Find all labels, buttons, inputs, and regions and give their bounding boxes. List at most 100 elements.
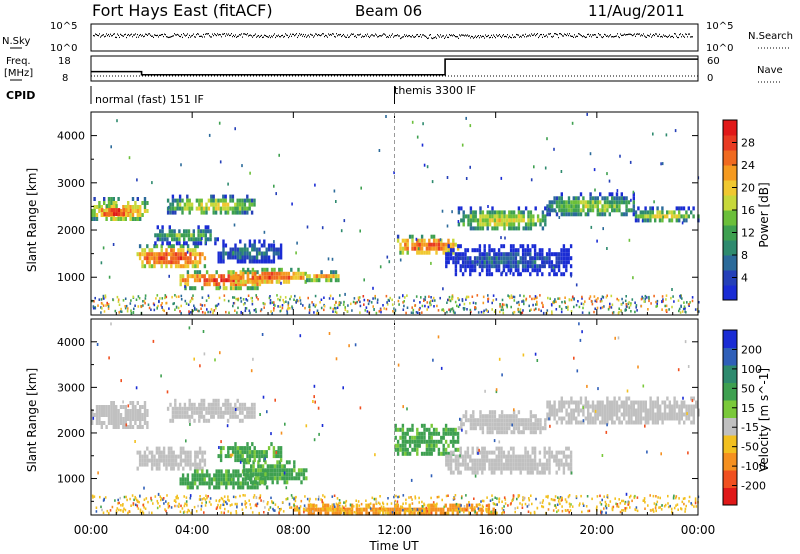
heatmap-cell bbox=[478, 260, 482, 265]
noise-point bbox=[276, 35, 277, 37]
heatmap-cell bbox=[207, 229, 210, 234]
heatmap-cell bbox=[509, 248, 513, 253]
heatmap-cell bbox=[136, 205, 139, 209]
noise-point bbox=[561, 33, 562, 36]
heatmap-cell bbox=[473, 507, 476, 512]
heatmap-cell bbox=[548, 204, 551, 209]
heatmap-cell bbox=[258, 279, 262, 284]
heatmap-cell bbox=[156, 306, 158, 310]
heatmap-cell bbox=[100, 409, 103, 413]
heatmap-cell bbox=[478, 256, 482, 261]
heatmap-cell bbox=[200, 402, 203, 407]
heatmap-cell bbox=[457, 297, 459, 300]
heatmap-cell bbox=[229, 286, 233, 291]
heatmap-cell bbox=[253, 243, 256, 248]
heatmap-cell bbox=[190, 206, 194, 211]
heatmap-cell bbox=[529, 252, 532, 257]
heatmap-cell bbox=[495, 268, 498, 273]
heatmap-cell bbox=[297, 472, 301, 477]
heatmap-cell bbox=[447, 454, 450, 459]
heatmap-cell bbox=[220, 469, 223, 474]
heatmap-cell bbox=[194, 248, 197, 253]
heatmap-cell bbox=[122, 217, 125, 221]
heatmap-cell bbox=[481, 504, 484, 507]
noise-point bbox=[175, 34, 176, 36]
noise-point bbox=[303, 33, 304, 36]
heatmap-cell bbox=[633, 496, 636, 500]
heatmap-cell bbox=[632, 196, 635, 201]
heatmap-cell bbox=[131, 401, 135, 405]
heatmap-cell bbox=[245, 307, 248, 310]
heatmap-cell bbox=[548, 412, 551, 417]
noise-point bbox=[356, 36, 357, 39]
heatmap-cell bbox=[488, 210, 492, 215]
heatmap-cell bbox=[227, 278, 230, 283]
heatmap-cell bbox=[167, 458, 171, 463]
heatmap-cell bbox=[244, 282, 247, 287]
heatmap-cell bbox=[589, 192, 592, 197]
heatmap-cell bbox=[239, 282, 242, 287]
heatmap-cell bbox=[478, 244, 482, 249]
heatmap-cell bbox=[428, 242, 431, 247]
heatmap-cell bbox=[162, 260, 166, 265]
heatmap-cell bbox=[188, 406, 191, 411]
noise-point bbox=[541, 33, 542, 36]
noise-point bbox=[371, 34, 372, 36]
heatmap-cell bbox=[241, 198, 244, 203]
heatmap-cell bbox=[512, 458, 515, 463]
heatmap-cell bbox=[148, 458, 151, 463]
heatmap-cell bbox=[452, 470, 455, 475]
heatmap-cell bbox=[526, 470, 530, 475]
heatmap-cell bbox=[119, 417, 123, 421]
heatmap-cell bbox=[577, 420, 580, 425]
noise-point bbox=[194, 36, 195, 38]
heatmap-cell bbox=[472, 214, 475, 219]
heatmap-cell bbox=[172, 450, 175, 455]
heatmap-cell bbox=[236, 210, 239, 215]
heatmap-cell bbox=[565, 400, 568, 405]
nave-tick-bottom: 0 bbox=[707, 73, 713, 84]
heatmap-cell bbox=[312, 510, 314, 513]
heatmap-cell bbox=[625, 305, 628, 308]
heatmap-cell bbox=[526, 268, 530, 273]
noise-point bbox=[235, 34, 236, 36]
heatmap-cell bbox=[582, 306, 584, 310]
heatmap-cell bbox=[248, 309, 251, 312]
heatmap-cell bbox=[464, 264, 467, 269]
heatmap-cell bbox=[451, 210, 453, 214]
heatmap-cell bbox=[572, 208, 575, 213]
noise-point bbox=[132, 36, 133, 38]
heatmap-cell bbox=[296, 241, 298, 245]
heatmap-cell bbox=[203, 278, 206, 283]
heatmap-cell bbox=[469, 414, 473, 419]
heatmap-cell bbox=[635, 408, 638, 413]
noise-point bbox=[246, 34, 247, 36]
heatmap-cell bbox=[360, 186, 362, 190]
heatmap-cell bbox=[240, 300, 243, 303]
heatmap-cell bbox=[215, 477, 218, 482]
heatmap-cell bbox=[625, 308, 627, 312]
heatmap-cell bbox=[411, 234, 414, 239]
heatmap-cell bbox=[155, 446, 159, 451]
noise-point bbox=[442, 35, 443, 37]
heatmap-cell bbox=[232, 296, 234, 299]
noise-point bbox=[660, 36, 661, 38]
heatmap-cell bbox=[387, 497, 389, 500]
heatmap-cell bbox=[418, 443, 421, 448]
heatmap-cell bbox=[221, 497, 224, 501]
heatmap-cell bbox=[560, 458, 563, 463]
heatmap-cell bbox=[464, 418, 468, 423]
heatmap-cell bbox=[276, 468, 279, 473]
heatmap-cell bbox=[503, 218, 506, 223]
heatmap-cell bbox=[177, 264, 180, 269]
heatmap-cell bbox=[517, 494, 520, 497]
heatmap-cell bbox=[611, 404, 614, 409]
heatmap-cell bbox=[391, 298, 393, 302]
heatmap-cell bbox=[519, 311, 522, 314]
heatmap-cell bbox=[513, 295, 516, 299]
heatmap-cell bbox=[300, 302, 302, 305]
heatmap-cell bbox=[418, 308, 420, 311]
heatmap-cell bbox=[437, 238, 441, 243]
heatmap-cell bbox=[234, 282, 238, 287]
heatmap-cell bbox=[150, 248, 154, 253]
